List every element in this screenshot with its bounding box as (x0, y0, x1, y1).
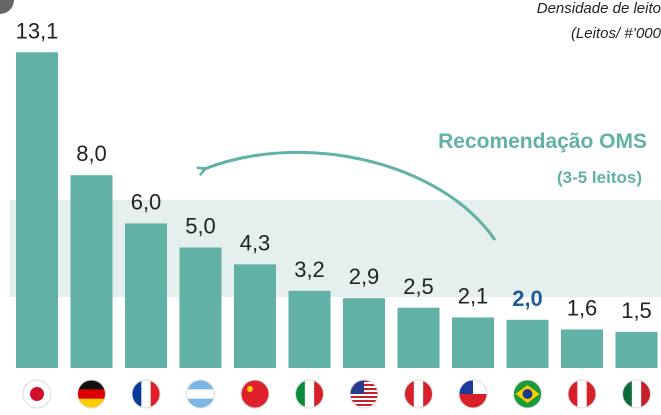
chart-subtitle: (Leitos/ #’000 (571, 25, 661, 42)
flag-stripe (314, 380, 324, 408)
flag (513, 380, 542, 408)
bar (70, 175, 113, 368)
value-label: 1,5 (621, 298, 652, 323)
flag (568, 380, 596, 408)
value-label: 2,9 (349, 264, 380, 289)
flag-stripe (186, 398, 215, 408)
flag-outline (77, 379, 106, 409)
flag-star (247, 386, 253, 392)
flag-outline (186, 379, 215, 409)
bar (452, 317, 494, 368)
flag-stripe (304, 380, 315, 408)
bar (288, 290, 331, 368)
value-label: 2,5 (403, 274, 434, 299)
recommendation-band (10, 200, 661, 297)
flag-stripe (186, 389, 215, 400)
flag (622, 380, 651, 408)
value-label: 4,3 (240, 230, 271, 255)
value-label: 13,1 (16, 18, 59, 43)
bar (397, 307, 440, 368)
value-label: 2,0 (512, 286, 543, 311)
flag-outline (131, 379, 161, 409)
value-label: 6,0 (131, 189, 162, 214)
flag-stripe (77, 380, 106, 390)
annotation: Recomendação OMS (438, 130, 647, 153)
flag (23, 380, 51, 408)
flag-bg (241, 380, 269, 408)
flag-stripe (641, 380, 651, 408)
flag (186, 380, 215, 408)
chart-title: Densidade de leito (537, 0, 661, 17)
bar (561, 329, 603, 368)
flag (295, 380, 324, 408)
bar (125, 223, 167, 368)
flag-stripe (132, 380, 142, 408)
flag-outline (404, 379, 433, 409)
value-label: 8,0 (76, 141, 107, 166)
flag-stripe (423, 380, 433, 408)
value-label: 2,1 (458, 283, 489, 308)
flag-stripe (350, 400, 378, 402)
flag-stripe (186, 380, 215, 390)
bar (16, 52, 58, 368)
flag-outline (458, 379, 488, 409)
flag (132, 380, 160, 408)
flag (404, 380, 433, 408)
flag-stripe (350, 404, 378, 406)
flag-outline (622, 379, 651, 409)
value-label: 5,0 (185, 214, 216, 239)
bar (179, 247, 222, 368)
flag-outline (240, 379, 270, 409)
bar (506, 319, 549, 368)
flag-bg (459, 394, 487, 408)
flag-stripe (622, 380, 633, 408)
flag-outline (22, 379, 52, 409)
flag-outline (295, 379, 324, 409)
flag-stripe (141, 380, 152, 408)
flag-outline (567, 379, 597, 409)
flag-stripe (150, 380, 160, 408)
flag-stripe (350, 396, 378, 398)
corner-decoration (0, 0, 14, 14)
flag (77, 380, 106, 408)
flag-outline (349, 379, 379, 409)
flag-stripe (295, 380, 306, 408)
bar (343, 298, 385, 368)
bar (615, 331, 658, 368)
flag-globe (522, 389, 533, 399)
annotation-sub: (3-5 leitos) (557, 168, 642, 187)
flag (241, 380, 269, 408)
arrow (202, 150, 497, 241)
flag-stripe (404, 380, 415, 408)
flag-stripe (77, 398, 106, 408)
flag-stripe (77, 389, 106, 400)
flag-stripe (631, 380, 642, 408)
flag-stripe (577, 380, 588, 408)
flag-stripe (568, 380, 578, 408)
flag-stripe (586, 380, 596, 408)
flag-stripe (413, 380, 424, 408)
value-label: 3,2 (294, 257, 325, 282)
flag-outline (513, 379, 542, 409)
value-label: 1,6 (567, 295, 598, 320)
bar (234, 264, 276, 368)
flag-sun (30, 387, 44, 401)
